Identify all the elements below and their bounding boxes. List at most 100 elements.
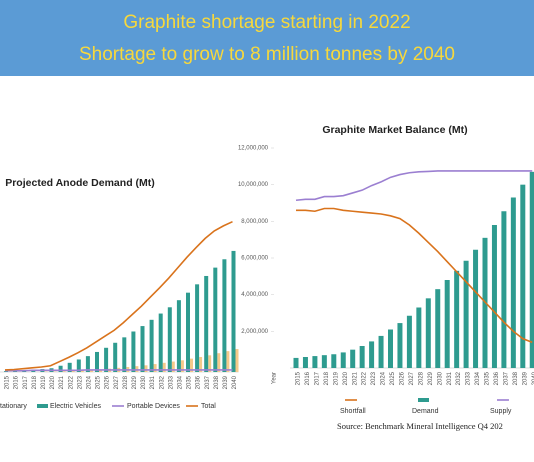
bar — [140, 326, 145, 372]
x-tick-label: 2031 — [447, 371, 453, 385]
bar — [195, 284, 200, 372]
x-tick-label: 2037 — [503, 371, 509, 385]
bar — [95, 351, 99, 372]
bar — [76, 359, 81, 372]
x-tick-label: 2018 — [324, 371, 330, 385]
banner-line: Graphite shortage starting in 2022 — [123, 12, 410, 33]
bar — [235, 349, 239, 372]
bar — [158, 313, 163, 372]
x-tick-label: 2025 — [96, 375, 102, 389]
bar — [463, 260, 469, 368]
x-tick-label: 2017 — [23, 375, 29, 389]
legend-label: Total — [201, 403, 216, 410]
bar — [226, 351, 230, 372]
banner-line: Shortage to grow to 8 million tonnes by … — [79, 44, 455, 65]
bar — [340, 352, 346, 368]
x-tick-label: 2033 — [168, 375, 174, 389]
bar — [444, 280, 450, 368]
bar — [222, 259, 227, 372]
bar — [491, 225, 497, 368]
x-tick-label: 2026 — [400, 371, 406, 385]
x-tick-label: 2037 — [205, 375, 211, 389]
chart-title: Graphite Market Balance (Mt) — [322, 124, 467, 136]
x-tick-label: 2039 — [223, 375, 229, 389]
x-tick-label: 2024 — [86, 375, 92, 389]
bar — [58, 365, 63, 372]
bar — [312, 356, 318, 368]
bar — [213, 267, 218, 372]
x-tick-label: 2020 — [50, 375, 56, 389]
bar — [104, 347, 109, 372]
x-tick-label: 2036 — [196, 375, 202, 389]
x-tick-label: 2024 — [381, 371, 387, 385]
legend-label: Portable Devices — [127, 403, 180, 410]
x-tick-label: 2019 — [333, 371, 339, 385]
x-tick-label: 2040 — [232, 375, 238, 389]
x-tick-label: 2016 — [305, 371, 311, 385]
bar — [331, 354, 337, 368]
x-tick-label: 2039 — [522, 371, 528, 385]
bar — [293, 357, 299, 368]
bar — [397, 323, 403, 368]
x-tick-label: 2029 — [428, 371, 434, 385]
x-tick-label: 2022 — [68, 375, 74, 389]
bar — [302, 357, 308, 368]
x-tick-label: 2035 — [485, 371, 491, 385]
x-tick-label: 2033 — [466, 371, 472, 385]
bar — [80, 370, 84, 372]
bar — [135, 366, 139, 372]
bar — [85, 356, 90, 372]
x-tick-label: 2023 — [77, 375, 83, 389]
bar — [454, 270, 460, 368]
bar — [67, 362, 72, 372]
bar — [153, 364, 157, 372]
x-tick-label: 2017 — [314, 371, 320, 385]
bar — [167, 307, 172, 372]
line-series — [296, 207, 533, 344]
legend-label: Shortfall — [340, 408, 366, 415]
x-tick-label: 2030 — [437, 371, 443, 385]
bar — [171, 361, 175, 372]
bar — [4, 371, 8, 372]
bar — [321, 355, 327, 368]
x-tick-label: 2034 — [177, 375, 183, 389]
bar — [199, 356, 203, 372]
bar — [369, 341, 375, 368]
y-tick-label: 12,000,000 — [238, 146, 269, 152]
bar — [190, 358, 193, 372]
bar — [162, 362, 166, 372]
bar — [180, 360, 184, 372]
legend-swatch — [37, 404, 48, 408]
x-tick-label: 2019 — [41, 375, 47, 389]
y-tick-label: 10,000,000 — [238, 182, 269, 188]
bar — [149, 319, 154, 372]
legend-label: Electric Vehicles — [50, 403, 101, 410]
x-tick-label: 2035 — [187, 375, 193, 389]
banner-background — [0, 0, 534, 76]
x-tick-label: 2023 — [371, 371, 377, 385]
y-tick-label: 8,000,000 — [241, 219, 268, 225]
bar — [217, 353, 221, 372]
x-tick-label: 2020 — [343, 371, 349, 385]
bar — [186, 292, 190, 372]
bar — [425, 298, 431, 368]
x-tick-label: 2028 — [123, 375, 129, 389]
x-tick-label: 2027 — [409, 371, 415, 385]
x-tick-label: 2032 — [456, 371, 462, 385]
x-tick-label: 2021 — [352, 371, 358, 385]
line-series — [5, 369, 233, 372]
bar — [122, 337, 127, 372]
bar — [89, 369, 93, 372]
bar — [71, 370, 75, 372]
source-note: Source: Benchmark Mineral Intelligence Q… — [337, 421, 503, 431]
bar — [378, 335, 384, 368]
bar — [231, 250, 236, 372]
bar — [144, 365, 148, 372]
bar — [510, 197, 516, 368]
bar — [131, 331, 136, 372]
x-tick-label: 2040 — [532, 371, 534, 385]
y-tick-label: 6,000,000 — [241, 256, 268, 262]
bar — [435, 289, 441, 368]
y-tick-label: 2,000,000 — [241, 329, 268, 335]
